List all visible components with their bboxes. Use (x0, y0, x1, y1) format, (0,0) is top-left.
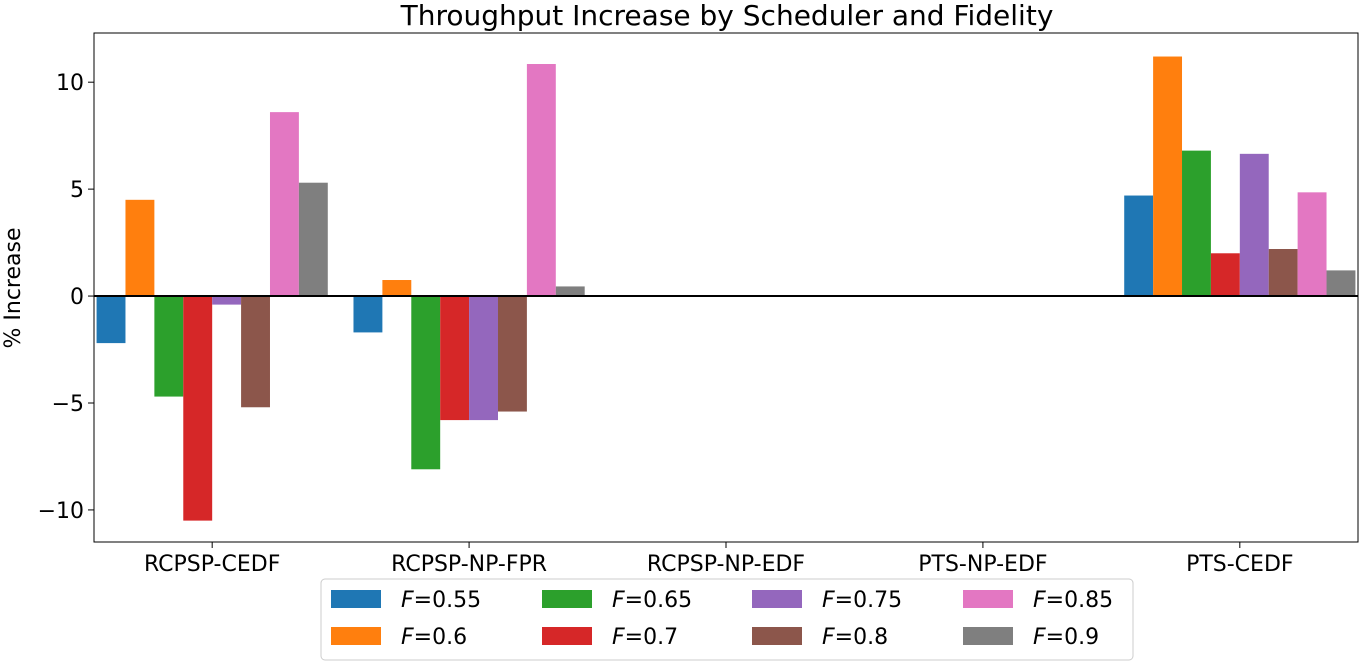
legend-swatch (752, 627, 802, 645)
bar (212, 296, 242, 305)
legend-swatch (331, 627, 381, 645)
legend-label: F=0.7 (612, 625, 678, 650)
bar (1182, 150, 1211, 297)
y-tick-label: 0 (70, 285, 84, 310)
bar (1326, 270, 1356, 297)
bar (440, 296, 470, 421)
bar (382, 280, 412, 297)
bar (269, 112, 299, 297)
legend-swatch (963, 590, 1013, 608)
bar (526, 64, 556, 297)
bar (183, 296, 213, 521)
legend: F=0.55 F=0.6 F=0.65 F=0.7 F=0.75 F=0.8 F=0.85 F… (320, 578, 1134, 661)
x-tick-label: RCPSP-CEDF (144, 552, 280, 577)
bar (1153, 56, 1183, 297)
x-tick-label: PTS-CEDF (1186, 552, 1293, 577)
bar (1297, 192, 1327, 297)
x-axis: RCPSP-CEDF RCPSP-NP-FPR RCPSP-NP-EDF PTS-NP… (144, 542, 1294, 577)
legend-swatch (331, 590, 381, 608)
y-tick-label: −10 (38, 499, 84, 524)
y-axis-label: % Increase (1, 228, 26, 349)
chart-title: Throughput Increase by Scheduler and Fid… (400, 0, 1054, 32)
bar (125, 199, 155, 297)
bar (96, 296, 126, 344)
x-tick-label: RCPSP-NP-EDF (647, 552, 805, 577)
bar (1268, 249, 1298, 297)
bar (411, 296, 441, 470)
bar (469, 296, 498, 421)
legend-swatch (752, 590, 802, 608)
y-tick-label: 10 (56, 71, 84, 96)
bar (1210, 253, 1240, 297)
y-tick-label: −5 (52, 392, 84, 417)
legend-label: F=0.65 (612, 588, 692, 613)
bar (497, 296, 527, 412)
y-axis: −10 −5 0 5 10 (38, 71, 94, 524)
legend-swatch (542, 627, 592, 645)
bar-group (96, 56, 1356, 521)
legend-label: F=0.8 (822, 625, 888, 650)
legend-label: F=0.9 (1033, 625, 1099, 650)
legend-swatch (542, 590, 592, 608)
bar (1239, 153, 1269, 297)
bar (1124, 195, 1154, 297)
x-tick-label: PTS-NP-EDF (918, 552, 1047, 577)
legend-label: F=0.6 (401, 625, 467, 650)
x-tick-label: RCPSP-NP-FPR (391, 552, 547, 577)
legend-swatch (963, 627, 1013, 645)
bar (353, 296, 383, 333)
legend-label: F=0.55 (401, 588, 481, 613)
bar (241, 296, 270, 408)
legend-label: F=0.75 (822, 588, 902, 613)
bar (555, 286, 585, 297)
legend-label: F=0.85 (1033, 588, 1113, 613)
y-tick-label: 5 (70, 178, 84, 203)
bar (298, 182, 328, 297)
bar (154, 296, 184, 397)
legend-frame (320, 578, 1134, 661)
